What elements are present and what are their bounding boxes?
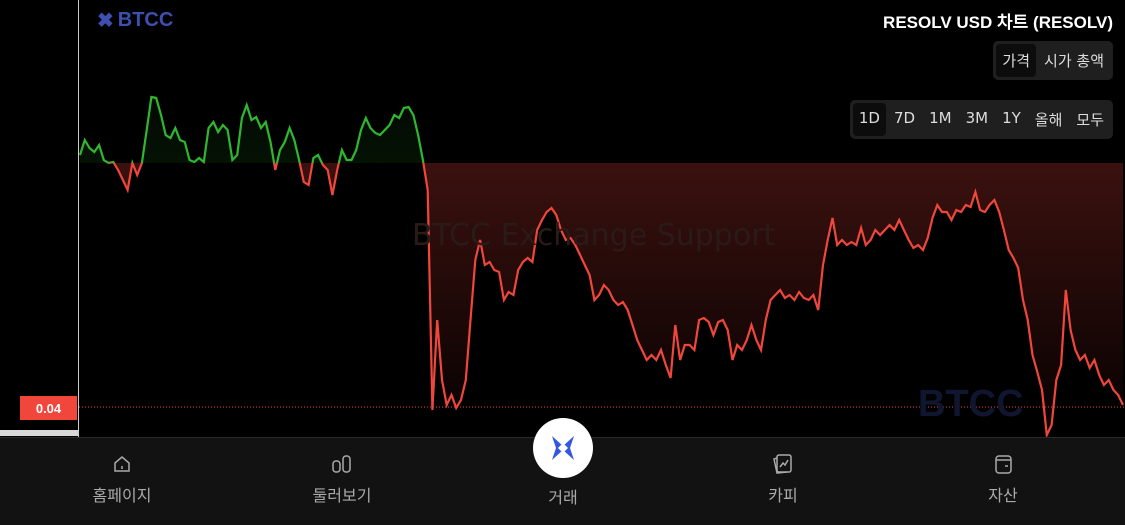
nav-assets[interactable]: 자산 — [943, 452, 1063, 506]
btcc-trade-icon — [552, 436, 574, 460]
range-7d[interactable]: 7D — [893, 109, 916, 127]
explore-icon — [332, 455, 351, 473]
range-tabs: 1D 7D 1M 3M 1Y 올해 모두 — [849, 100, 1113, 139]
btcc-logo: ✖ BTCC — [97, 9, 174, 32]
range-1y[interactable]: 1Y — [1002, 109, 1021, 127]
tab-market-cap[interactable]: 시가 총액 — [1044, 52, 1104, 70]
range-1m[interactable]: 1M — [929, 109, 952, 127]
tab-price[interactable]: 가격 — [996, 44, 1037, 77]
price-line-up — [78, 95, 425, 163]
nav-copy[interactable]: 카피 — [723, 452, 843, 506]
home-icon — [114, 456, 130, 472]
page-title: RESOLV USD 차트 (RESOLV) — [883, 13, 1113, 32]
nav-trade[interactable]: 거래 — [548, 488, 578, 507]
nav-home[interactable]: 홈페이지 — [62, 452, 182, 506]
range-all[interactable]: 모두 — [1076, 111, 1104, 129]
price-line-down — [106, 163, 1124, 437]
range-3m[interactable]: 3M — [965, 109, 989, 127]
watermark-logo: BTCC — [918, 383, 1024, 425]
current-price-label: 0.04 — [20, 396, 77, 420]
watermark-text: BTCC Exchange Support — [412, 218, 776, 253]
axis-scrollbar[interactable] — [0, 430, 78, 436]
trade-button[interactable] — [533, 418, 593, 478]
nav-explore[interactable]: 둘러보기 — [282, 452, 402, 506]
area-up — [80, 97, 1123, 163]
copy-trade-icon — [773, 454, 792, 474]
range-ytd[interactable]: 올해 — [1034, 111, 1063, 129]
range-1d[interactable]: 1D — [852, 103, 886, 136]
price-chart — [78, 95, 1125, 437]
btcc-logo-icon: ✖ — [97, 10, 114, 32]
metric-tabs: 가격 시가 총액 — [993, 41, 1113, 80]
wallet-icon — [995, 455, 1012, 474]
y-axis-line — [78, 0, 79, 437]
